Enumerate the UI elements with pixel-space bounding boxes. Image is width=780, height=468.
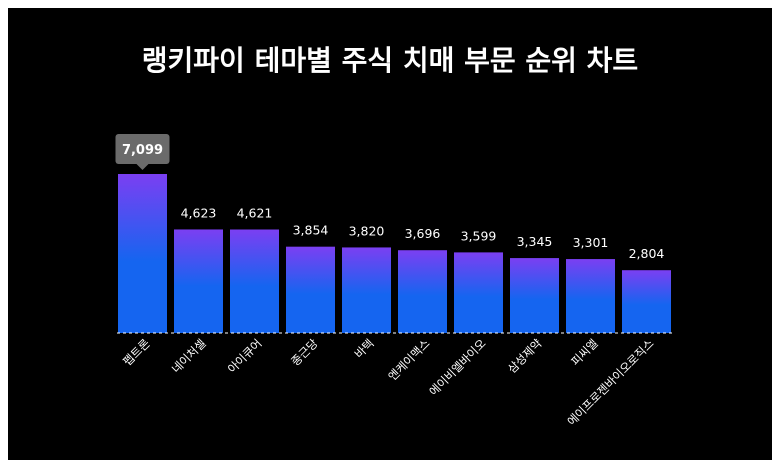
bar-3[interactable] [230,229,279,333]
bar-9[interactable] [566,259,615,333]
category-label-7: 에이비엘바이오 [426,336,488,398]
chart-title: 랭키파이 테마별 주식 치매 부문 순위 차트 [141,44,639,77]
value-label-3: 4,621 [237,206,273,221]
value-label-5: 3,820 [349,223,385,238]
category-label-6: 엔케이맥스 [385,336,432,383]
value-label-6: 3,696 [405,226,441,241]
tooltip-pointer [136,164,149,170]
category-label-9: 피씨엘 [568,336,600,368]
category-label-4: 종근당 [288,336,321,369]
category-label-8: 삼성제약 [505,336,545,376]
bar-8[interactable] [510,258,559,333]
bar-6[interactable] [398,250,447,333]
value-label-4: 3,854 [293,223,329,238]
value-tooltip: 7,099 [115,134,170,170]
bars-group [118,174,671,333]
value-label-1: 7,099 [122,143,163,158]
bar-5[interactable] [342,247,391,333]
category-label-1: 펩트론 [120,336,152,368]
bar-10[interactable] [622,270,671,333]
tooltip-box [115,134,170,164]
value-label-10: 2,804 [629,246,665,261]
value-label-7: 3,599 [461,228,497,243]
bar-7[interactable] [454,252,503,333]
category-label-5: 바텍 [352,336,377,361]
category-label-3: 아이큐어 [225,336,265,376]
bar-4[interactable] [286,246,335,333]
bar-1[interactable] [118,174,167,333]
value-label-2: 4,623 [181,205,217,220]
bar-2[interactable] [174,229,223,333]
category-label-2: 네이처셀 [169,336,209,376]
value-label-9: 3,301 [573,235,609,250]
value-label-8: 3,345 [517,234,553,249]
